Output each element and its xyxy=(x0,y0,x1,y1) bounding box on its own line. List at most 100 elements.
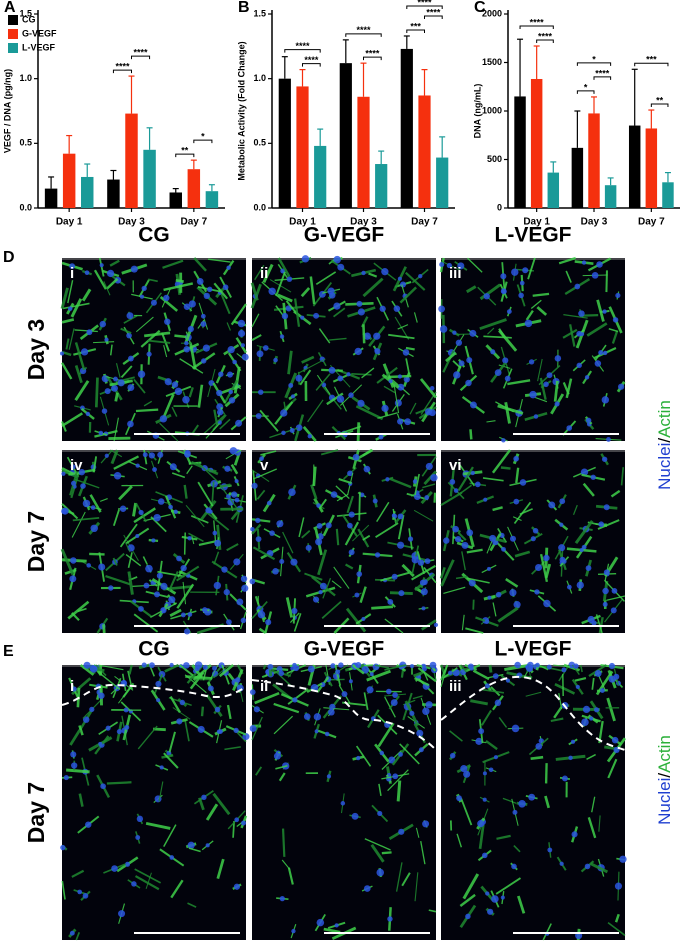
actin-fiber xyxy=(363,692,369,711)
nucleus xyxy=(409,664,415,669)
nucleus xyxy=(559,498,566,505)
actin-fiber xyxy=(182,581,187,605)
nucleus xyxy=(500,288,507,295)
actin-fiber xyxy=(459,893,476,907)
actin-fiber xyxy=(591,677,595,690)
actin-fiber xyxy=(586,322,608,337)
nucleus xyxy=(328,292,336,299)
micrograph xyxy=(60,661,250,941)
nucleus xyxy=(576,330,583,337)
actin-fiber xyxy=(277,293,293,303)
actin-fiber xyxy=(259,409,279,432)
nucleus xyxy=(105,725,111,731)
actin-fiber xyxy=(71,869,85,878)
actin-fiber xyxy=(61,503,79,520)
bar xyxy=(436,157,449,208)
nucleus xyxy=(356,300,363,307)
nucleus xyxy=(127,355,134,362)
actin-fiber xyxy=(482,477,504,482)
legend-swatch xyxy=(8,43,18,53)
nucleus xyxy=(470,470,475,476)
nucleus xyxy=(397,513,404,520)
nucleus xyxy=(290,394,296,399)
nucleus xyxy=(157,498,165,505)
nucleus xyxy=(335,669,341,675)
actin-fiber xyxy=(357,528,370,548)
actin-fiber xyxy=(481,709,492,726)
nucleus xyxy=(446,262,452,269)
actin-fiber xyxy=(383,385,396,394)
nucleus xyxy=(187,325,194,333)
nucleus xyxy=(487,595,492,600)
actin-fiber xyxy=(254,691,280,705)
actin-fiber xyxy=(517,895,526,914)
nucleus xyxy=(363,465,371,473)
nucleus xyxy=(229,447,238,455)
nucleus xyxy=(530,536,536,542)
nucleus xyxy=(251,482,258,489)
actin-fiber xyxy=(293,613,302,632)
actin-fiber xyxy=(197,481,214,507)
nucleus xyxy=(519,280,525,286)
actin-fiber xyxy=(513,501,532,525)
nucleus xyxy=(420,588,428,596)
nucleus xyxy=(341,691,348,698)
nucleus xyxy=(478,728,485,735)
actin-fiber xyxy=(396,780,402,802)
nucleus xyxy=(221,566,228,573)
actin-fiber xyxy=(502,797,517,804)
actin-fiber xyxy=(515,467,520,484)
actin-fiber xyxy=(449,730,463,742)
actin-fiber xyxy=(527,257,536,280)
nucleus xyxy=(180,564,187,572)
actin-fiber xyxy=(530,299,542,310)
actin-fiber xyxy=(281,828,286,857)
bar xyxy=(628,125,641,208)
nucleus xyxy=(397,276,402,281)
nucleus xyxy=(174,387,183,396)
column-header: G-VEGF xyxy=(304,638,385,661)
nucleus xyxy=(374,348,381,355)
x-tick-label: Day 7 xyxy=(411,217,438,228)
actin-fiber xyxy=(212,792,231,816)
panel-label: E xyxy=(3,643,14,660)
nucleus xyxy=(196,278,204,285)
actin-fiber xyxy=(326,392,344,406)
nucleus xyxy=(253,706,260,713)
nucleus xyxy=(161,607,166,613)
x-tick-label: Day 7 xyxy=(180,217,207,228)
actin-fiber xyxy=(198,540,217,546)
actin-fiber xyxy=(544,795,551,809)
actin-fiber xyxy=(553,706,563,719)
nucleus xyxy=(278,670,285,677)
actin-fiber xyxy=(185,675,213,680)
nucleus xyxy=(111,865,118,872)
nucleus xyxy=(78,468,86,476)
nucleus xyxy=(265,619,272,626)
nucleus xyxy=(163,294,170,302)
actin-fiber xyxy=(134,875,160,891)
nucleus xyxy=(559,861,564,866)
nucleus xyxy=(119,505,127,512)
actin-fiber xyxy=(595,614,603,634)
actin-fiber xyxy=(558,692,563,710)
nucleus xyxy=(608,675,616,683)
significance-label: **** xyxy=(530,17,545,27)
nucleus xyxy=(303,713,311,720)
actin-fiber xyxy=(492,602,497,617)
actin-fiber xyxy=(371,605,394,610)
actin-fiber xyxy=(128,664,133,675)
nucleus xyxy=(240,343,245,348)
actin-fiber xyxy=(171,406,178,417)
actin-fiber xyxy=(183,484,188,499)
significance-bracket xyxy=(536,39,554,44)
actin-fiber xyxy=(179,664,194,677)
actin-fiber xyxy=(112,557,118,566)
actin-fiber xyxy=(443,586,466,595)
nucleus xyxy=(469,329,477,337)
nucleus xyxy=(409,710,415,716)
actin-fiber xyxy=(205,423,220,439)
nucleus xyxy=(319,582,327,590)
actin-fiber xyxy=(356,422,361,442)
nucleus xyxy=(417,559,425,566)
